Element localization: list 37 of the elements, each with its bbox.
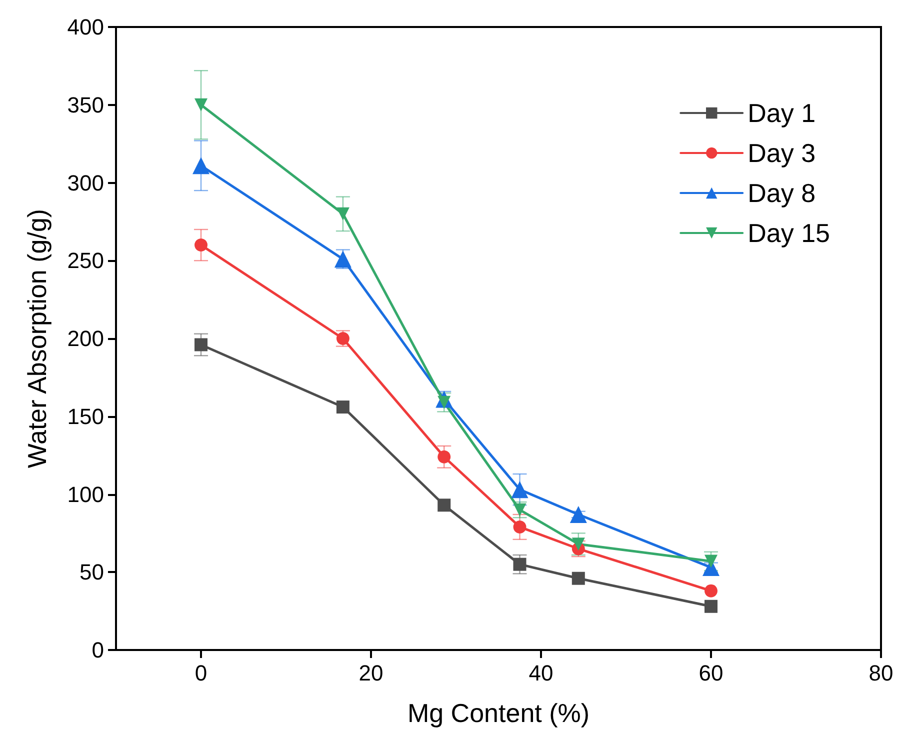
x-tick-label: 40 bbox=[528, 660, 554, 686]
point bbox=[194, 338, 208, 352]
legend-label: Day 15 bbox=[748, 218, 830, 248]
y-tick-label: 0 bbox=[92, 638, 104, 662]
y-tick-label: 150 bbox=[67, 404, 104, 429]
point bbox=[572, 572, 585, 585]
point bbox=[336, 207, 350, 220]
point bbox=[513, 520, 526, 534]
point bbox=[336, 400, 350, 414]
x-axis-title: Mg Content (%) bbox=[407, 698, 590, 728]
point bbox=[194, 238, 208, 252]
point bbox=[572, 538, 585, 551]
y-tick-label: 50 bbox=[80, 560, 104, 585]
point bbox=[704, 600, 718, 613]
point bbox=[192, 157, 210, 174]
x-tick-label: 20 bbox=[358, 660, 384, 686]
point bbox=[570, 506, 587, 523]
y-tick-label: 250 bbox=[67, 248, 104, 274]
y-tick-label: 400 bbox=[67, 14, 104, 40]
legend-label: Day 8 bbox=[748, 178, 816, 208]
point bbox=[704, 584, 718, 598]
point bbox=[194, 98, 208, 112]
x-tick-label: 80 bbox=[868, 660, 894, 686]
y-tick-label: 100 bbox=[67, 482, 104, 507]
legend-label: Day 1 bbox=[748, 98, 816, 128]
point bbox=[438, 450, 451, 464]
legend-label: Day 3 bbox=[748, 138, 816, 168]
y-axis-title: Water Absorption (g/g) bbox=[22, 208, 52, 468]
y-tick-label: 200 bbox=[67, 326, 104, 351]
y-tick-label: 350 bbox=[67, 92, 104, 118]
x-tick-label: 0 bbox=[194, 660, 208, 686]
x-tick-label: 60 bbox=[698, 660, 724, 686]
point bbox=[513, 558, 526, 571]
y-tick-label: 300 bbox=[67, 170, 104, 196]
point bbox=[511, 481, 528, 498]
point bbox=[704, 554, 718, 568]
point bbox=[438, 498, 451, 512]
